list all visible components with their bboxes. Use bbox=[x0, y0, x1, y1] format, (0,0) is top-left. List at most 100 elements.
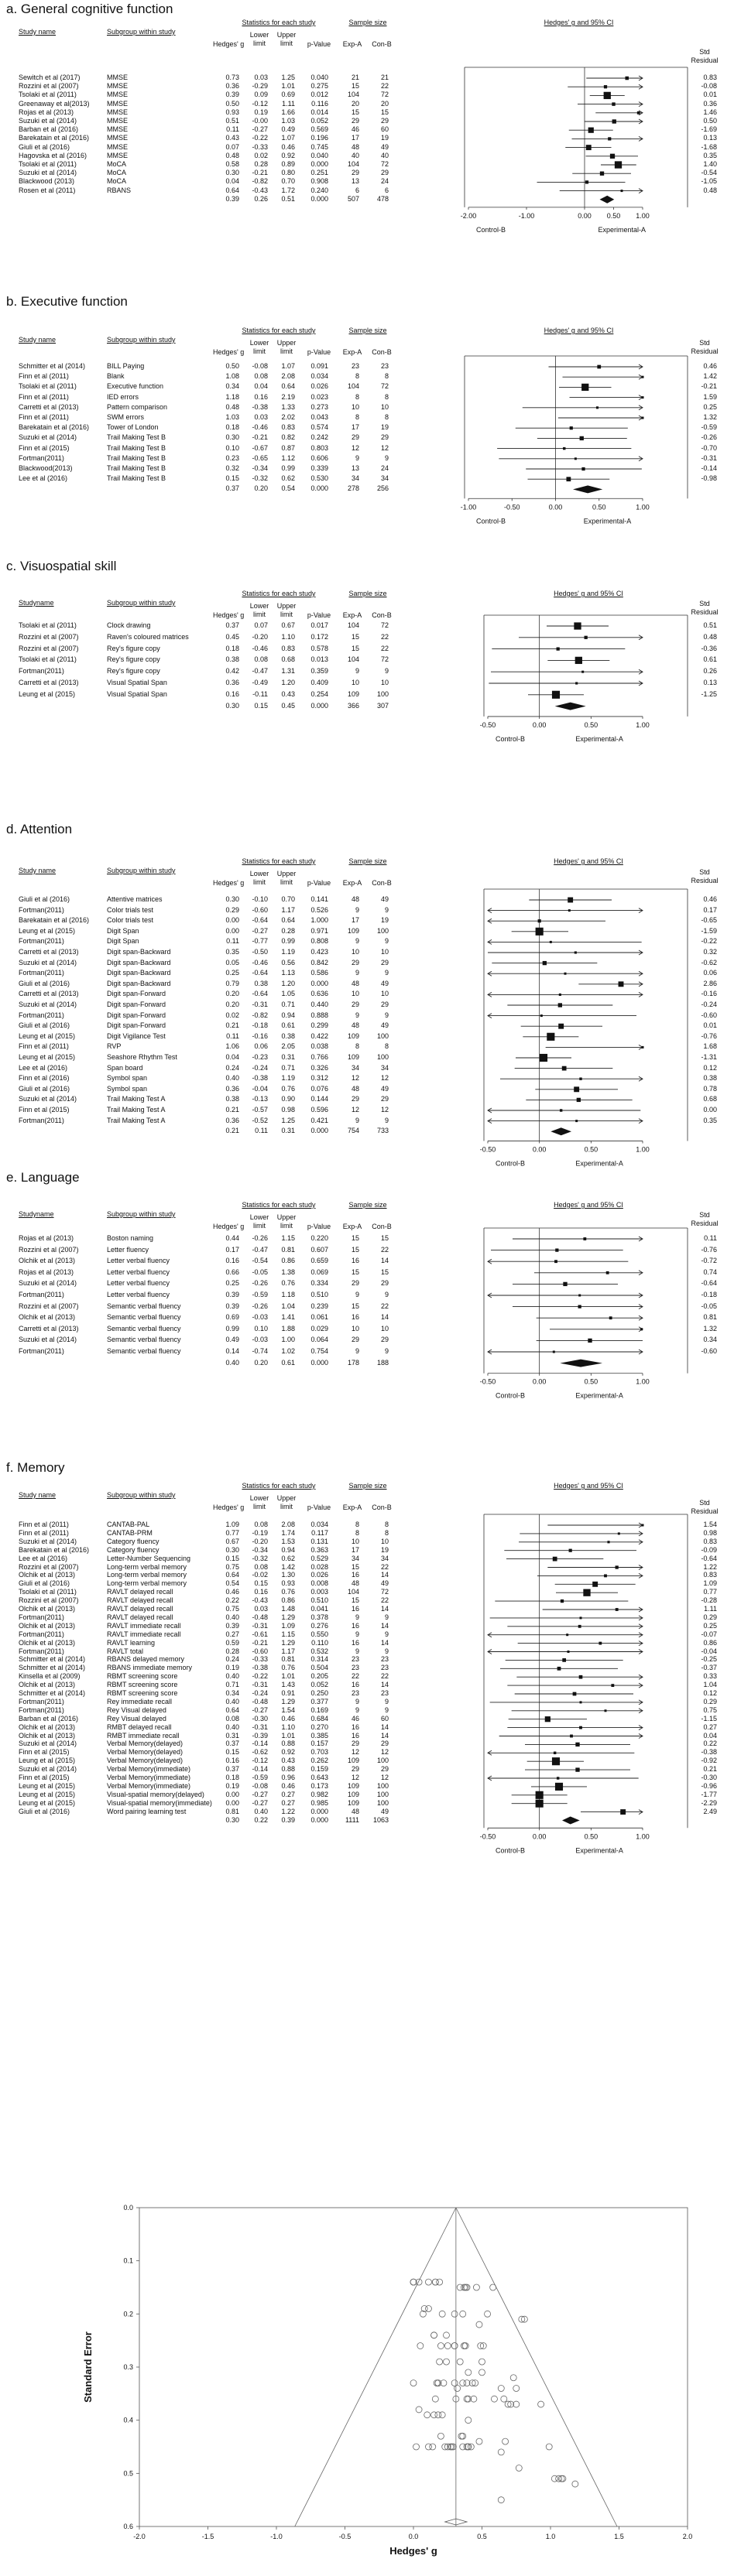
ci-arrow bbox=[638, 1674, 643, 1680]
summary-p-value: 0.000 bbox=[310, 484, 328, 493]
row-study-name: Greenaway et al(2013) bbox=[19, 99, 90, 108]
row-std-residual: 1.09 bbox=[703, 1579, 717, 1588]
x-tick-label: 0.50 bbox=[585, 1832, 599, 1840]
row-subgroup: Digit span-Forward bbox=[107, 1011, 166, 1019]
row-hedges-g: 0.04 bbox=[225, 177, 239, 186]
row-std-residual: -2.29 bbox=[701, 1798, 717, 1807]
funnel-point bbox=[431, 2278, 439, 2286]
row-hedges-g: 0.64 bbox=[225, 1571, 239, 1579]
ci-arrow bbox=[638, 1640, 643, 1646]
row-subgroup: Trail Making Test B bbox=[107, 433, 166, 442]
row-p-value: 0.003 bbox=[310, 1588, 328, 1596]
point-estimate bbox=[641, 416, 644, 419]
row-hedges-g: 0.40 bbox=[225, 1613, 239, 1621]
funnel-point bbox=[437, 2432, 444, 2440]
row-con-b: 22 bbox=[380, 644, 389, 652]
row-upper-limit: 0.91 bbox=[281, 1689, 295, 1697]
row-exp-a: 10 bbox=[351, 948, 359, 956]
header-upper-limit: limit bbox=[280, 347, 293, 355]
row-subgroup: MoCA bbox=[107, 177, 127, 186]
row-subgroup: Long-term verbal memory bbox=[107, 1562, 187, 1571]
forest-plot: -0.50 0.00 0.50 1.00 Control-B Experimental-A bbox=[480, 1514, 688, 1854]
funnel-point bbox=[443, 2331, 450, 2339]
row-lower-limit: -0.77 bbox=[252, 937, 268, 946]
point-estimate bbox=[568, 909, 571, 912]
row-p-value: 0.169 bbox=[310, 1705, 328, 1714]
row-std-residual: 0.74 bbox=[703, 1267, 717, 1276]
header-std: Std bbox=[699, 600, 710, 607]
funnel-point bbox=[557, 2475, 565, 2482]
row-lower-limit: -0.13 bbox=[252, 1095, 268, 1103]
row-study-name: Finn et al (2015) bbox=[19, 1106, 70, 1114]
row-std-residual: -0.05 bbox=[701, 1302, 717, 1310]
funnel-point bbox=[449, 2443, 457, 2451]
row-p-value: 0.014 bbox=[310, 108, 328, 116]
ci-arrow bbox=[487, 992, 492, 997]
row-lower-limit: -0.30 bbox=[252, 1714, 268, 1722]
row-upper-limit: 0.76 bbox=[281, 1279, 295, 1288]
row-con-b: 100 bbox=[376, 1757, 389, 1765]
row-exp-a: 9 bbox=[355, 905, 359, 914]
point-estimate bbox=[604, 1709, 607, 1712]
ci-arrow bbox=[638, 1531, 643, 1537]
header-exp-a: Exp-A bbox=[342, 40, 362, 48]
row-lower-limit: -0.24 bbox=[252, 1063, 268, 1072]
row-std-residual: 0.11 bbox=[704, 1234, 717, 1242]
row-lower-limit: -0.03 bbox=[252, 1313, 268, 1322]
header-exp-a: Exp-A bbox=[342, 1223, 362, 1230]
point-estimate bbox=[583, 1589, 591, 1596]
point-estimate bbox=[581, 467, 585, 471]
row-study-name: Fortman(2011) bbox=[19, 1291, 64, 1298]
row-p-value: 0.000 bbox=[310, 979, 328, 987]
row-con-b: 29 bbox=[380, 958, 389, 966]
row-subgroup: Visual-spatial memory(delayed) bbox=[107, 1790, 204, 1798]
row-upper-limit: 0.76 bbox=[281, 1664, 295, 1672]
row-lower-limit: -0.12 bbox=[252, 99, 268, 108]
funnel-point bbox=[461, 2284, 469, 2291]
header-upper: Upper bbox=[276, 602, 297, 610]
point-estimate bbox=[554, 1260, 557, 1264]
row-subgroup: RBMT screening score bbox=[107, 1681, 178, 1689]
funnel-point bbox=[436, 2358, 444, 2366]
funnel-x-tick-label: 0.0 bbox=[409, 2533, 419, 2540]
row-subgroup: MMSE bbox=[107, 151, 128, 159]
forest-plot: -1.00 -0.50 0.00 0.50 1.00 Control-B Experimen… bbox=[461, 355, 688, 525]
row-p-value: 0.334 bbox=[310, 1279, 328, 1288]
row-con-b: 49 bbox=[380, 895, 389, 903]
x-tick-label: 0.50 bbox=[592, 503, 606, 511]
row-p-value: 0.240 bbox=[310, 186, 328, 194]
row-study-name: Carretti et al (2013) bbox=[19, 948, 79, 956]
row-lower-limit: -0.14 bbox=[252, 1765, 268, 1774]
row-p-value: 0.110 bbox=[311, 1638, 328, 1647]
row-exp-a: 10 bbox=[351, 990, 359, 998]
row-std-residual: -1.25 bbox=[701, 689, 717, 698]
ci-arrow bbox=[638, 188, 643, 193]
row-con-b: 9 bbox=[384, 1705, 389, 1714]
row-upper-limit: 1.01 bbox=[281, 1731, 295, 1740]
row-con-b: 29 bbox=[380, 117, 389, 125]
row-study-name: Rozzini et al (2007) bbox=[19, 82, 79, 91]
row-upper-limit: 1.66 bbox=[281, 108, 295, 116]
row-exp-a: 48 bbox=[351, 979, 359, 987]
row-hedges-g: 0.00 bbox=[225, 926, 239, 935]
row-p-value: 0.076 bbox=[310, 1084, 328, 1093]
row-std-residual: -0.14 bbox=[701, 464, 717, 472]
row-subgroup: Span board bbox=[107, 1063, 143, 1072]
summary-diamond bbox=[562, 1816, 580, 1825]
row-study-name: Giuli et al (2016) bbox=[19, 142, 70, 151]
row-subgroup: Letter verbal fluency bbox=[107, 1267, 170, 1276]
row-con-b: 14 bbox=[380, 1313, 389, 1322]
header-hedges-ci: Hedges' g and 95% CI bbox=[554, 857, 623, 865]
row-lower-limit: -0.26 bbox=[252, 1234, 268, 1242]
row-subgroup: MMSE bbox=[107, 142, 128, 151]
point-estimate bbox=[603, 85, 608, 89]
row-lower-limit: 0.15 bbox=[254, 1579, 268, 1588]
row-hedges-g: 0.79 bbox=[225, 979, 239, 987]
row-upper-limit: 0.92 bbox=[281, 151, 295, 159]
row-exp-a: 15 bbox=[351, 1267, 359, 1276]
ci-arrow bbox=[487, 1258, 492, 1264]
row-upper-limit: 1.22 bbox=[281, 1807, 295, 1815]
row-subgroup: RBANS immediate memory bbox=[107, 1664, 193, 1672]
point-estimate bbox=[579, 1701, 582, 1704]
row-con-b: 14 bbox=[380, 1621, 389, 1630]
